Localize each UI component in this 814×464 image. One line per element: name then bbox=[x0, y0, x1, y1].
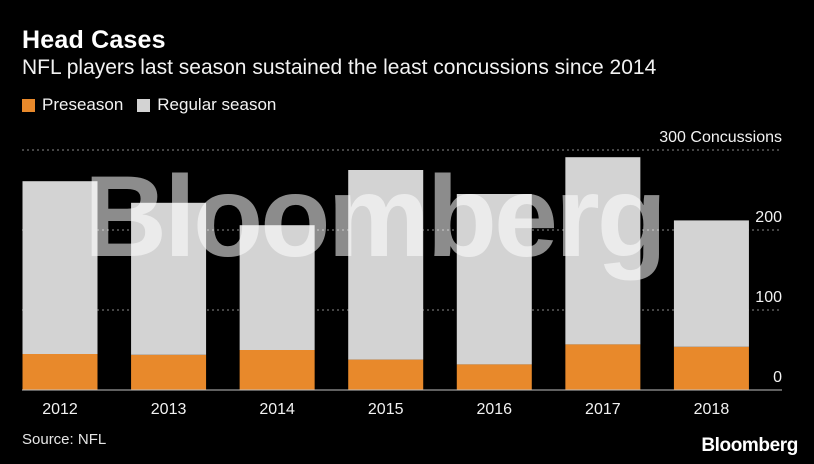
bar-preseason bbox=[565, 344, 641, 390]
bar-regular-season bbox=[131, 202, 207, 355]
chart-subtitle: NFL players last season sustained the le… bbox=[22, 56, 657, 79]
y-tick-label: 100 bbox=[755, 289, 782, 306]
x-tick-label: 2013 bbox=[151, 401, 187, 418]
bloomberg-logo: Bloomberg bbox=[701, 435, 798, 456]
chart-title: Head Cases bbox=[22, 26, 166, 54]
bar-regular-season bbox=[239, 225, 315, 350]
bar-regular-season bbox=[565, 157, 641, 345]
bar-regular-season bbox=[22, 181, 98, 354]
legend-item-preseason: Preseason bbox=[22, 95, 123, 115]
bar-preseason bbox=[131, 354, 207, 390]
legend-label-regular-season: Regular season bbox=[157, 95, 277, 114]
bar-regular-season bbox=[348, 170, 424, 360]
legend-swatch-preseason bbox=[22, 98, 35, 112]
bar-preseason bbox=[673, 346, 749, 390]
legend: Preseason Regular season bbox=[22, 95, 276, 115]
x-tick-label: 2014 bbox=[259, 401, 295, 418]
x-tick-label: 2017 bbox=[585, 401, 621, 418]
bar-preseason bbox=[22, 354, 98, 390]
legend-label-preseason: Preseason bbox=[42, 95, 124, 114]
x-tick-label: 2016 bbox=[476, 401, 512, 418]
bar-regular-season bbox=[456, 194, 532, 365]
y-tick-label: 200 bbox=[755, 209, 782, 226]
x-tick-label: 2018 bbox=[694, 401, 730, 418]
source-note: Source: NFL bbox=[22, 431, 107, 448]
legend-item-regular-season: Regular season bbox=[137, 95, 276, 115]
legend-swatch-regular-season bbox=[137, 98, 151, 112]
bar-preseason bbox=[456, 364, 532, 390]
bar-preseason bbox=[348, 359, 424, 390]
x-tick-label: 2012 bbox=[42, 401, 78, 418]
y-tick-label: 0 bbox=[773, 369, 782, 386]
y-tick-label: 300 Concussions bbox=[659, 129, 782, 146]
bar-preseason bbox=[239, 350, 315, 390]
bar-regular-season bbox=[673, 220, 749, 347]
x-tick-label: 2015 bbox=[368, 401, 404, 418]
